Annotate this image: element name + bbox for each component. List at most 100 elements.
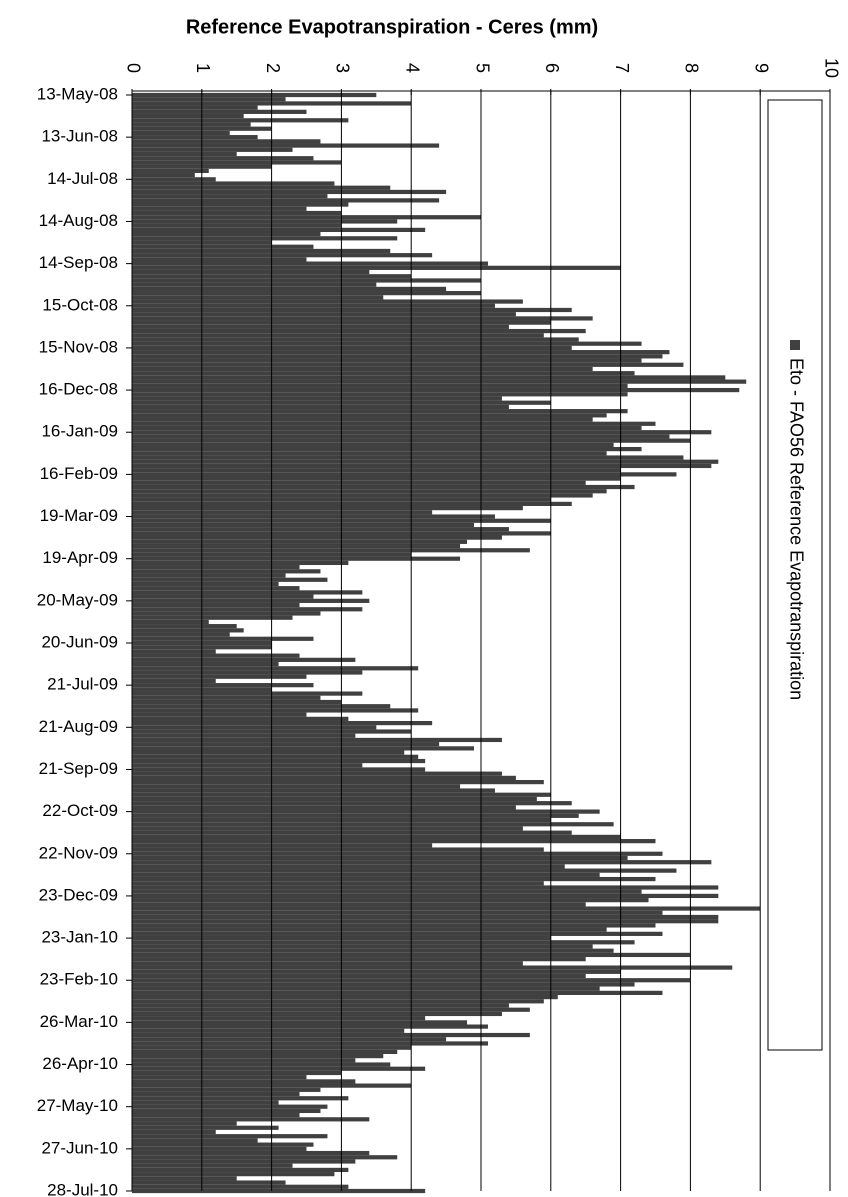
bar bbox=[132, 1176, 237, 1180]
bar bbox=[132, 843, 432, 847]
bar bbox=[132, 700, 341, 704]
bar bbox=[132, 898, 649, 902]
bar bbox=[132, 928, 607, 932]
bar bbox=[132, 662, 279, 666]
bar bbox=[132, 152, 237, 156]
bar bbox=[132, 194, 327, 198]
bar bbox=[132, 388, 739, 392]
bar bbox=[132, 932, 662, 936]
bar bbox=[132, 944, 593, 948]
bar bbox=[132, 814, 579, 818]
bar bbox=[132, 278, 481, 282]
bar bbox=[132, 801, 572, 805]
bar bbox=[132, 358, 642, 362]
bar bbox=[132, 759, 425, 763]
bar bbox=[132, 106, 258, 110]
bar bbox=[132, 780, 544, 784]
bar bbox=[132, 262, 488, 266]
bar bbox=[132, 380, 746, 384]
bar bbox=[132, 1189, 425, 1193]
bar bbox=[132, 118, 348, 122]
bar bbox=[132, 721, 432, 725]
bar bbox=[132, 856, 628, 860]
bar bbox=[132, 156, 313, 160]
bar bbox=[132, 186, 390, 190]
bar bbox=[132, 266, 621, 270]
bar bbox=[132, 675, 307, 679]
bar bbox=[132, 573, 286, 577]
bar bbox=[132, 881, 544, 885]
bar bbox=[132, 207, 307, 211]
bar bbox=[132, 679, 216, 683]
bar bbox=[132, 772, 502, 776]
bar bbox=[132, 409, 628, 413]
y-tick-label: 16-Dec-08 bbox=[39, 380, 118, 399]
bar bbox=[132, 658, 355, 662]
bar bbox=[132, 468, 621, 472]
y-tick-label: 15-Oct-08 bbox=[42, 295, 118, 314]
bar bbox=[132, 371, 635, 375]
x-tick-label: 7 bbox=[612, 63, 632, 73]
bar bbox=[132, 460, 718, 464]
y-tick-label: 13-May-08 bbox=[37, 84, 118, 103]
bar bbox=[132, 464, 711, 468]
bar bbox=[132, 485, 635, 489]
bar bbox=[132, 746, 474, 750]
bar bbox=[132, 666, 418, 670]
y-tick-label: 20-May-09 bbox=[37, 590, 118, 609]
bar bbox=[132, 826, 523, 830]
y-tick-label: 14-Aug-08 bbox=[39, 211, 118, 230]
bar bbox=[132, 607, 362, 611]
bar bbox=[132, 1075, 307, 1079]
bar bbox=[132, 219, 397, 223]
bar bbox=[132, 455, 683, 459]
y-tick-label: 26-Apr-10 bbox=[42, 1054, 118, 1073]
bar bbox=[132, 249, 390, 253]
bar bbox=[132, 725, 376, 729]
bar bbox=[132, 114, 244, 118]
y-tick-label: 22-Nov-09 bbox=[39, 843, 118, 862]
bar bbox=[132, 527, 509, 531]
x-tick-label: 0 bbox=[123, 63, 143, 73]
bar bbox=[132, 177, 216, 181]
y-tick-label: 21-Jul-09 bbox=[47, 675, 118, 694]
bar bbox=[132, 476, 621, 480]
bar bbox=[132, 299, 523, 303]
bar bbox=[132, 257, 307, 261]
bar bbox=[132, 1067, 425, 1071]
bar bbox=[132, 202, 348, 206]
bar bbox=[132, 767, 425, 771]
bar bbox=[132, 422, 656, 426]
bar bbox=[132, 131, 230, 135]
bar bbox=[132, 312, 516, 316]
bar bbox=[132, 93, 376, 97]
bar bbox=[132, 805, 516, 809]
bar bbox=[132, 430, 711, 434]
bar bbox=[132, 611, 320, 615]
bar bbox=[132, 1050, 397, 1054]
bar bbox=[132, 375, 725, 379]
bar bbox=[132, 316, 593, 320]
bar bbox=[132, 540, 467, 544]
bar bbox=[132, 970, 621, 974]
bar bbox=[132, 232, 320, 236]
bar bbox=[132, 392, 628, 396]
bar bbox=[132, 506, 523, 510]
bar bbox=[132, 283, 376, 287]
bar bbox=[132, 582, 279, 586]
bar bbox=[132, 835, 621, 839]
bar bbox=[132, 291, 481, 295]
bar bbox=[132, 211, 341, 215]
bar bbox=[132, 502, 572, 506]
bar bbox=[132, 1100, 279, 1104]
bar bbox=[132, 654, 300, 658]
x-tick-label: 4 bbox=[402, 63, 422, 73]
bar bbox=[132, 148, 293, 152]
bar bbox=[132, 974, 586, 978]
bar bbox=[132, 1121, 237, 1125]
bar bbox=[132, 649, 216, 653]
bar bbox=[132, 1185, 348, 1189]
bar bbox=[132, 776, 516, 780]
bar bbox=[132, 738, 502, 742]
bar bbox=[132, 683, 313, 687]
